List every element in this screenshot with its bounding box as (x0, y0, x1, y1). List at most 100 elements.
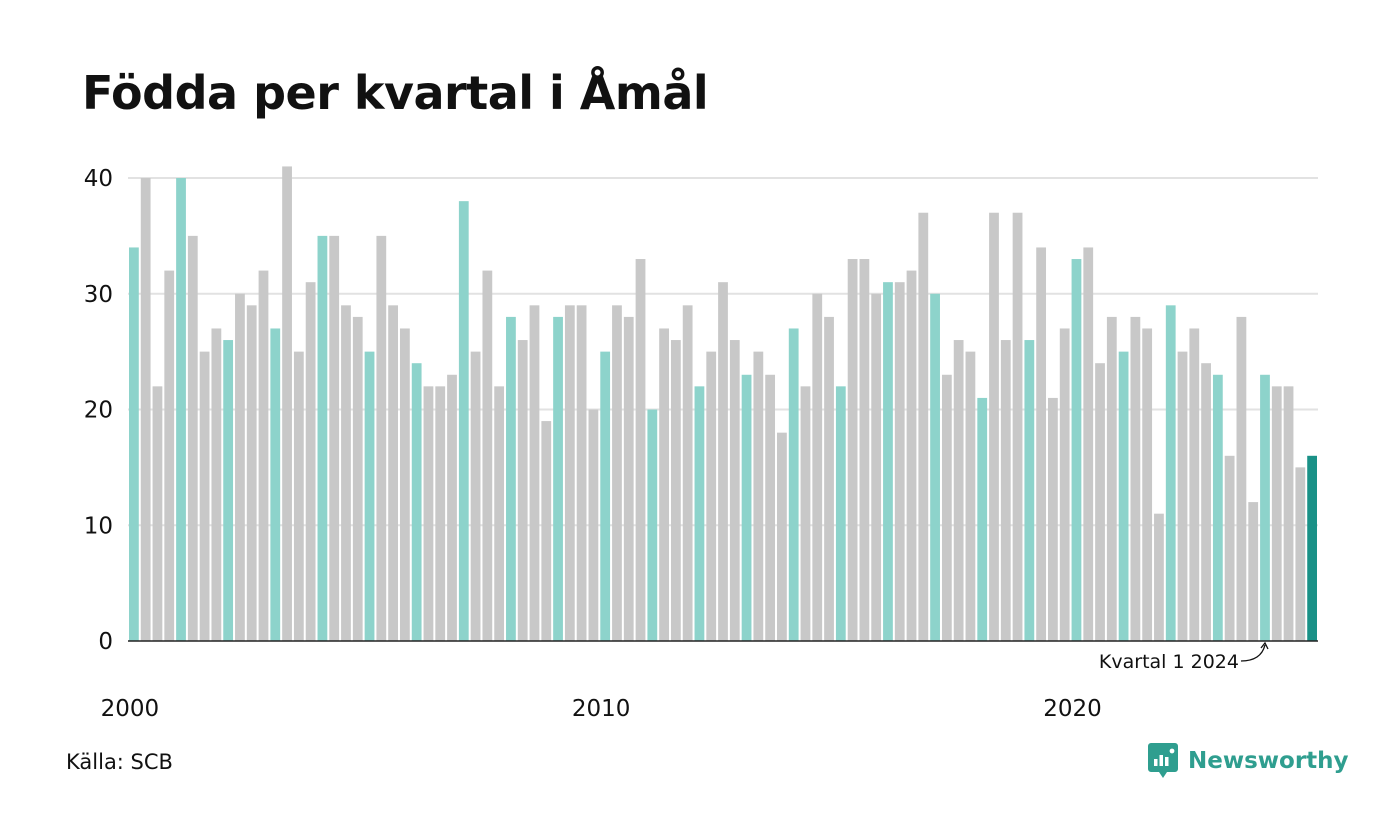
bar (399, 328, 410, 641)
bar (729, 340, 740, 641)
bar (847, 259, 858, 641)
bar (376, 235, 387, 641)
bar (211, 328, 222, 641)
bar (1212, 374, 1223, 641)
bar (659, 328, 669, 641)
x-axis-ticks: 2000 2010 2020 (101, 696, 1102, 722)
brand-logo: Newsworthy (1148, 743, 1349, 779)
bar (293, 351, 304, 641)
bar (777, 432, 787, 641)
bar (235, 293, 245, 641)
bar (140, 178, 151, 641)
bar (329, 235, 340, 641)
bar (812, 293, 823, 641)
bar (1118, 351, 1129, 641)
bar (1236, 316, 1247, 641)
y-tick-label: 40 (84, 166, 113, 192)
bar (977, 397, 988, 641)
bar (788, 328, 799, 641)
chart-title: Födda per kvartal i Åmål (82, 66, 709, 120)
annotation-label: Kvartal 1 2024 (1099, 651, 1239, 673)
bar (859, 259, 870, 641)
bar (600, 351, 611, 641)
bar (1295, 467, 1306, 641)
newsworthy-logo-icon (1148, 743, 1178, 778)
bar (1177, 351, 1188, 641)
bar (152, 386, 163, 641)
x-tick-label: 2000 (101, 696, 160, 722)
y-tick-label: 20 (84, 398, 113, 424)
bar (953, 340, 964, 641)
bar (635, 259, 646, 641)
y-tick-label: 0 (98, 629, 113, 655)
bar (458, 201, 469, 641)
bar (364, 351, 375, 641)
bar (223, 340, 234, 641)
bar (1201, 363, 1211, 641)
bar (506, 316, 516, 641)
bar (906, 270, 917, 641)
bar (965, 351, 976, 641)
bar (270, 328, 281, 641)
y-axis-ticks: 0 10 20 30 40 (84, 166, 113, 655)
bar (1024, 340, 1035, 641)
bar (883, 282, 893, 641)
bar (1154, 513, 1164, 641)
x-tick-label: 2020 (1043, 696, 1102, 722)
bar (1000, 340, 1011, 641)
bar (871, 293, 882, 641)
bar (388, 305, 398, 641)
bar (682, 305, 693, 641)
bar (647, 409, 658, 641)
x-tick-label: 2010 (572, 696, 631, 722)
bar (753, 351, 764, 641)
bar (564, 305, 575, 641)
brand-name: Newsworthy (1188, 748, 1349, 774)
bar (989, 212, 999, 641)
bar (482, 270, 493, 641)
bar (576, 305, 587, 641)
bar (588, 409, 599, 641)
bar (1012, 212, 1023, 641)
bar (941, 374, 952, 641)
bar (164, 270, 175, 641)
bars (129, 166, 1317, 642)
bar (612, 305, 622, 641)
bar (694, 386, 705, 641)
source-label: Källa: SCB (66, 750, 173, 774)
bar (1106, 316, 1117, 641)
bar (305, 282, 316, 641)
bar (352, 316, 363, 641)
bar (894, 282, 905, 641)
bar (541, 421, 552, 641)
bar (1083, 247, 1094, 641)
bar (800, 386, 811, 641)
bar (1048, 397, 1058, 641)
y-tick-label: 10 (84, 513, 113, 539)
bar (129, 247, 139, 641)
bar (1189, 328, 1200, 641)
bar (246, 305, 257, 641)
bar (1071, 259, 1082, 641)
annotation-arrowhead (1260, 641, 1269, 650)
bar (1307, 455, 1317, 641)
y-tick-label: 30 (84, 282, 113, 308)
bar (765, 374, 776, 641)
bar (447, 374, 457, 641)
bar (553, 316, 563, 641)
bar (176, 178, 186, 641)
bar (317, 235, 328, 641)
annotation-arrow (1240, 644, 1266, 662)
bar (1130, 316, 1141, 641)
bar (718, 282, 728, 641)
bar (623, 316, 634, 641)
bar (670, 340, 681, 641)
bar (835, 386, 846, 641)
bar (1059, 328, 1070, 641)
bar (1095, 363, 1105, 641)
bar (824, 316, 834, 641)
bar (529, 305, 540, 641)
annotation: Kvartal 1 2024 (1099, 641, 1269, 673)
bar (517, 340, 528, 641)
bar (930, 293, 940, 641)
